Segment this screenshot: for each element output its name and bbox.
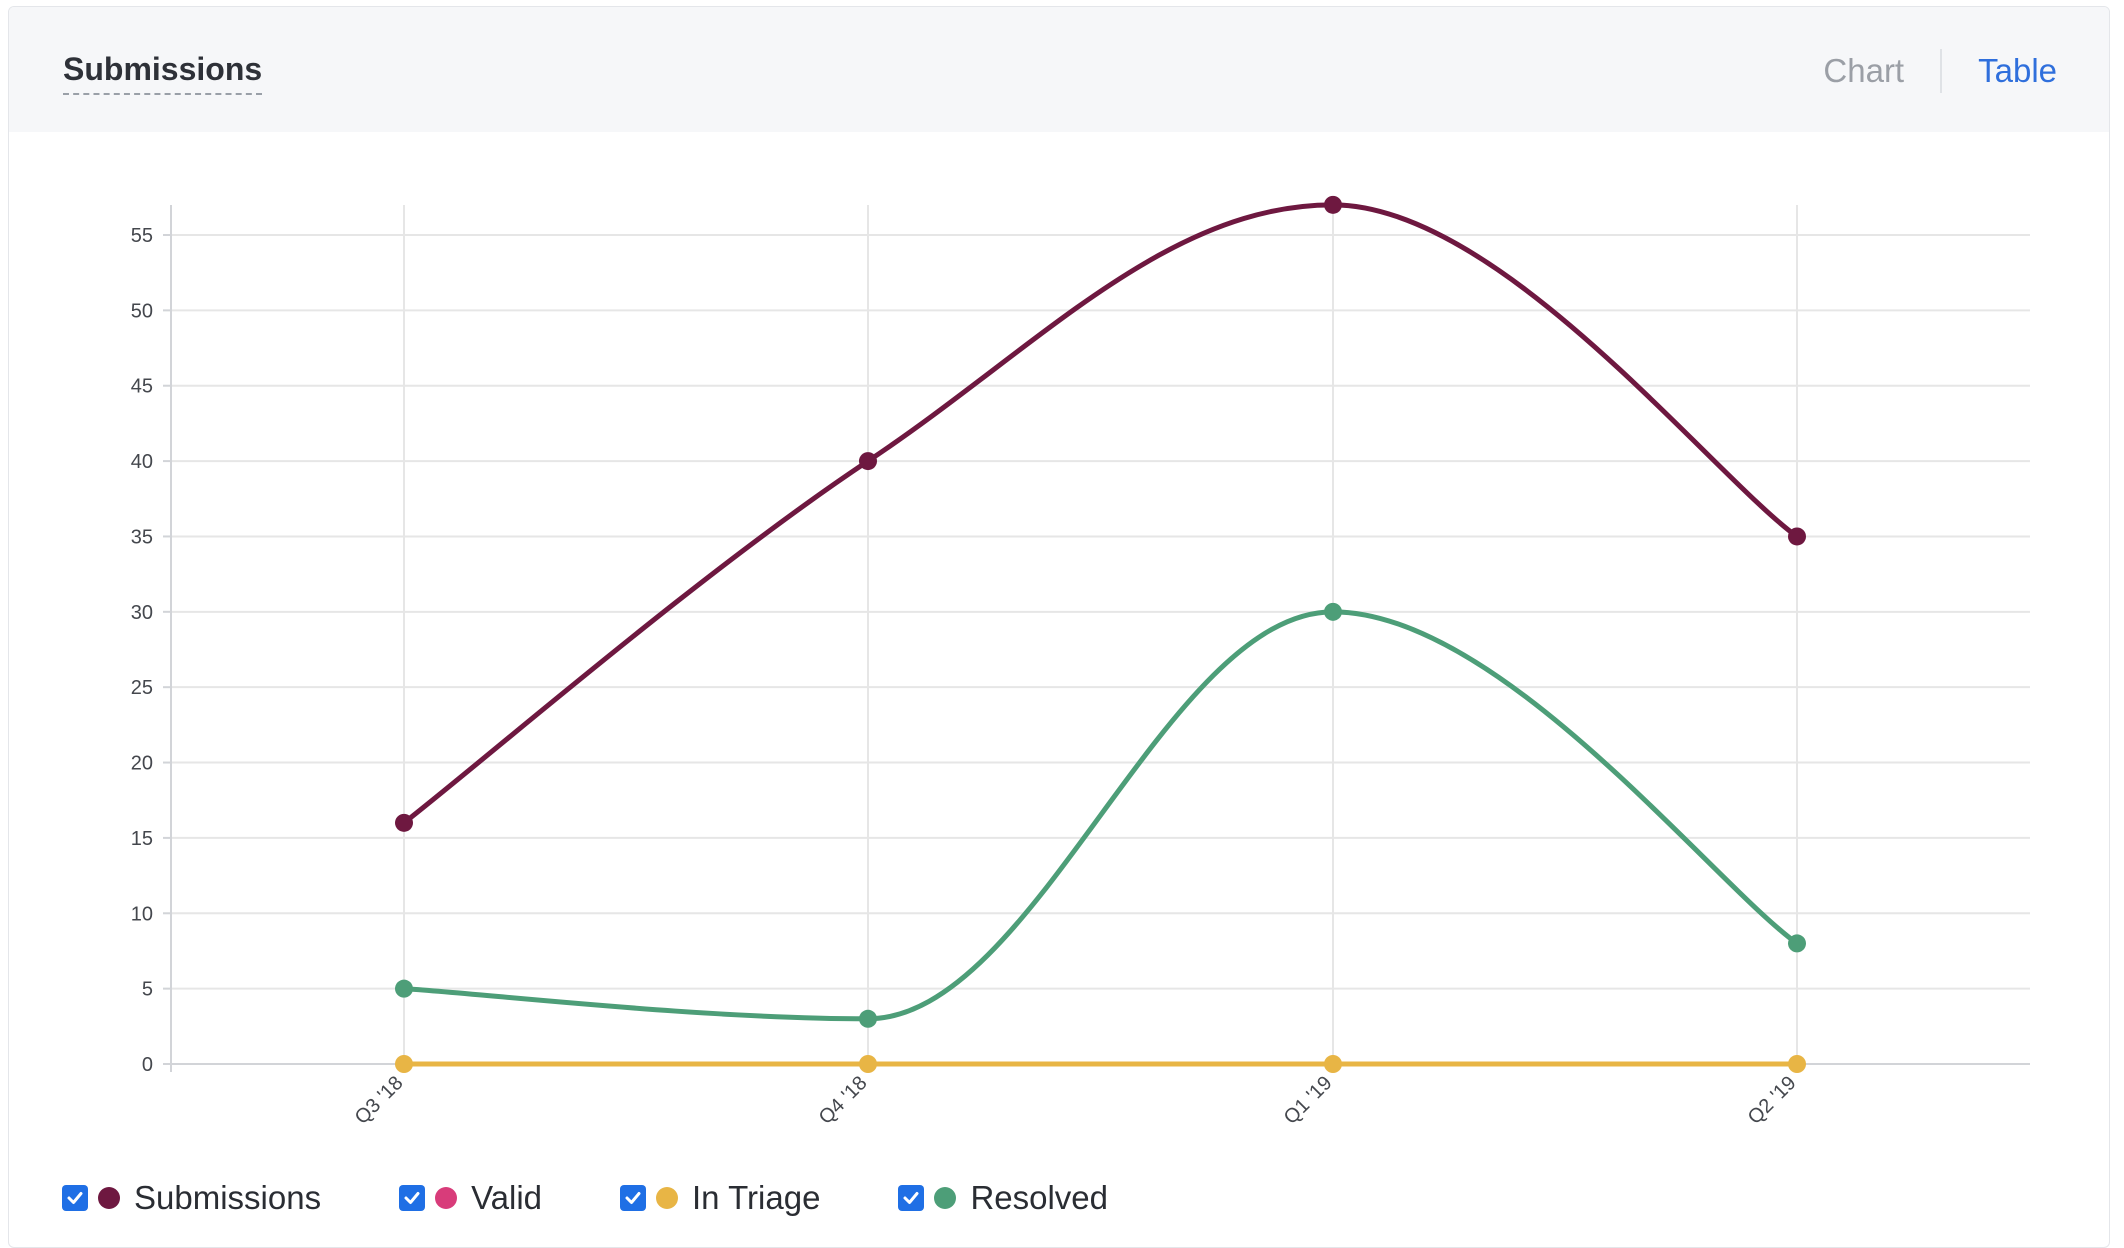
legend-item-valid[interactable]: Valid	[399, 1178, 542, 1218]
chart-view-button[interactable]: Chart	[1823, 52, 1905, 89]
data-point-resolved	[395, 979, 413, 998]
series-line-resolved	[401, 609, 1800, 1022]
y-tick-label: 30	[131, 602, 153, 624]
legend-item-in-triage[interactable]: In Triage	[620, 1178, 820, 1218]
card-header: Submissions Chart Table	[9, 7, 2109, 132]
x-tick-label: Q3 '18	[351, 1072, 408, 1129]
data-point-submissions	[859, 452, 877, 471]
y-tick-label: 50	[131, 300, 153, 322]
x-tick-label: Q4 '18	[815, 1072, 872, 1129]
check-icon	[903, 1192, 919, 1204]
legend-item-resolved[interactable]: Resolved	[898, 1178, 1108, 1218]
legend-dot-in-triage	[656, 1187, 679, 1209]
data-point-submissions	[1788, 527, 1806, 546]
submissions-card: Submissions Chart Table	[8, 6, 2110, 1248]
checkbox-valid[interactable]	[399, 1185, 426, 1211]
data-point-in-triage	[1788, 1055, 1806, 1073]
legend-dot-resolved	[934, 1187, 957, 1209]
check-icon	[404, 1192, 420, 1204]
y-tick-label: 40	[131, 451, 153, 473]
legend-label-resolved: Resolved	[970, 1179, 1109, 1216]
card-title[interactable]: Submissions	[63, 49, 263, 95]
legend-dot-submissions	[98, 1187, 120, 1209]
data-point-submissions	[1324, 195, 1342, 214]
legend-label-valid: Valid	[471, 1179, 543, 1216]
data-point-resolved	[859, 1009, 877, 1028]
data-point-in-triage	[859, 1055, 877, 1073]
data-point-resolved	[1324, 602, 1342, 621]
y-tick-label: 10	[131, 903, 153, 925]
y-tick-label: 0	[142, 1054, 153, 1076]
legend-dot-valid	[435, 1187, 458, 1209]
legend-item-submissions[interactable]: Submissions	[62, 1178, 321, 1218]
x-tick-label: Q2 '19	[1744, 1072, 1801, 1129]
y-tick-label: 25	[131, 677, 153, 699]
series-line-submissions	[401, 202, 1800, 826]
chart-legend: Submissions Valid In Triage Resolved	[62, 1176, 1186, 1220]
toggle-divider	[1940, 49, 1943, 93]
y-tick-label: 45	[131, 376, 153, 398]
data-point-in-triage	[395, 1055, 413, 1073]
y-tick-label: 55	[131, 225, 153, 247]
data-point-resolved	[1788, 934, 1806, 953]
checkbox-submissions[interactable]	[62, 1185, 88, 1211]
checkbox-in-triage[interactable]	[620, 1185, 647, 1211]
table-view-button[interactable]: Table	[1978, 52, 2057, 89]
y-tick-label: 5	[142, 979, 153, 1001]
data-point-in-triage	[1324, 1055, 1342, 1073]
check-icon	[67, 1192, 83, 1204]
x-tick-label: Q1 '19	[1280, 1072, 1337, 1129]
legend-label-in-triage: In Triage	[692, 1179, 821, 1216]
y-tick-label: 20	[131, 753, 153, 775]
check-icon	[625, 1192, 641, 1204]
checkbox-resolved[interactable]	[898, 1185, 925, 1211]
y-tick-label: 15	[131, 828, 153, 850]
legend-label-submissions: Submissions	[134, 1179, 322, 1216]
y-tick-label: 35	[131, 526, 153, 548]
data-point-submissions	[395, 813, 413, 832]
view-toggle: Chart Table	[1787, 45, 2057, 97]
